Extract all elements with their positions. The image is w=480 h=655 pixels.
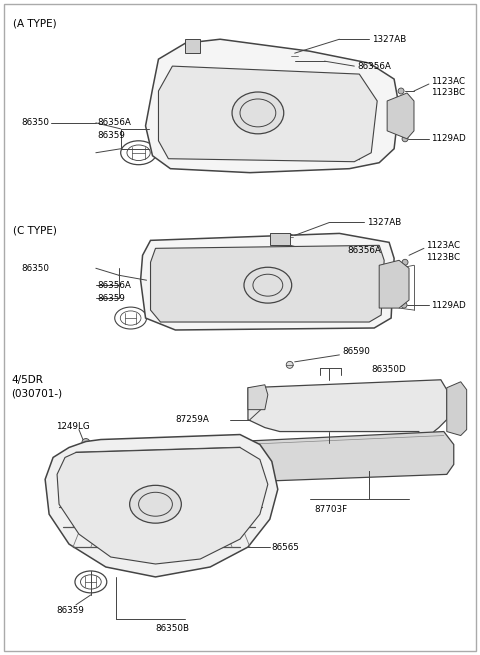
Text: 1123BC: 1123BC: [426, 253, 460, 262]
Ellipse shape: [244, 267, 292, 303]
Polygon shape: [145, 39, 399, 173]
Text: 87259A: 87259A: [175, 415, 209, 424]
Circle shape: [286, 362, 293, 368]
Text: 86350: 86350: [21, 119, 49, 127]
Polygon shape: [387, 93, 414, 139]
Circle shape: [407, 403, 411, 408]
Ellipse shape: [130, 485, 181, 523]
Polygon shape: [379, 260, 409, 308]
Polygon shape: [151, 246, 384, 322]
Text: 86356A: 86356A: [98, 119, 132, 127]
Circle shape: [398, 88, 404, 94]
Text: 86359: 86359: [98, 293, 126, 303]
Polygon shape: [248, 384, 268, 409]
Text: 86590: 86590: [342, 347, 370, 356]
Circle shape: [82, 439, 90, 447]
Text: (030701-): (030701-): [12, 388, 62, 399]
Circle shape: [402, 136, 408, 141]
Polygon shape: [158, 66, 377, 162]
Text: 87703F: 87703F: [314, 505, 348, 514]
Text: 86356A: 86356A: [357, 62, 391, 71]
Polygon shape: [166, 432, 454, 484]
Polygon shape: [270, 233, 290, 246]
Circle shape: [402, 259, 408, 265]
Circle shape: [287, 403, 292, 408]
Text: 86350B: 86350B: [156, 624, 190, 633]
Text: 1327AB: 1327AB: [372, 35, 407, 44]
Polygon shape: [45, 434, 278, 577]
Polygon shape: [248, 380, 447, 441]
Text: 1123AC: 1123AC: [431, 77, 465, 86]
Circle shape: [404, 401, 414, 411]
Circle shape: [291, 52, 298, 60]
Circle shape: [401, 302, 407, 308]
Polygon shape: [141, 233, 394, 330]
Circle shape: [261, 401, 269, 409]
Text: 86356A: 86356A: [348, 246, 381, 255]
Text: 1129AD: 1129AD: [431, 134, 466, 143]
Text: 4/5DR: 4/5DR: [12, 375, 43, 384]
Text: 1123BC: 1123BC: [431, 88, 465, 98]
Text: 1249LG: 1249LG: [56, 422, 90, 431]
Polygon shape: [185, 39, 200, 53]
Circle shape: [285, 401, 295, 411]
Text: 86359: 86359: [56, 607, 84, 615]
Circle shape: [364, 401, 374, 411]
Text: 1327AB: 1327AB: [367, 218, 401, 227]
Text: 86356A: 86356A: [98, 281, 132, 290]
Ellipse shape: [232, 92, 284, 134]
Text: 86350: 86350: [21, 264, 49, 272]
Circle shape: [286, 234, 293, 241]
Text: (A TYPE): (A TYPE): [13, 18, 57, 28]
Text: 86565: 86565: [272, 542, 300, 552]
Text: 86359: 86359: [98, 131, 126, 140]
Text: 86350D: 86350D: [371, 365, 406, 374]
Circle shape: [324, 401, 335, 411]
Text: 1123AC: 1123AC: [426, 241, 460, 250]
Polygon shape: [57, 447, 268, 564]
Text: 1129AD: 1129AD: [431, 301, 466, 310]
Polygon shape: [447, 382, 467, 436]
Circle shape: [367, 403, 372, 408]
Text: (C TYPE): (C TYPE): [13, 225, 57, 235]
Circle shape: [327, 403, 332, 408]
